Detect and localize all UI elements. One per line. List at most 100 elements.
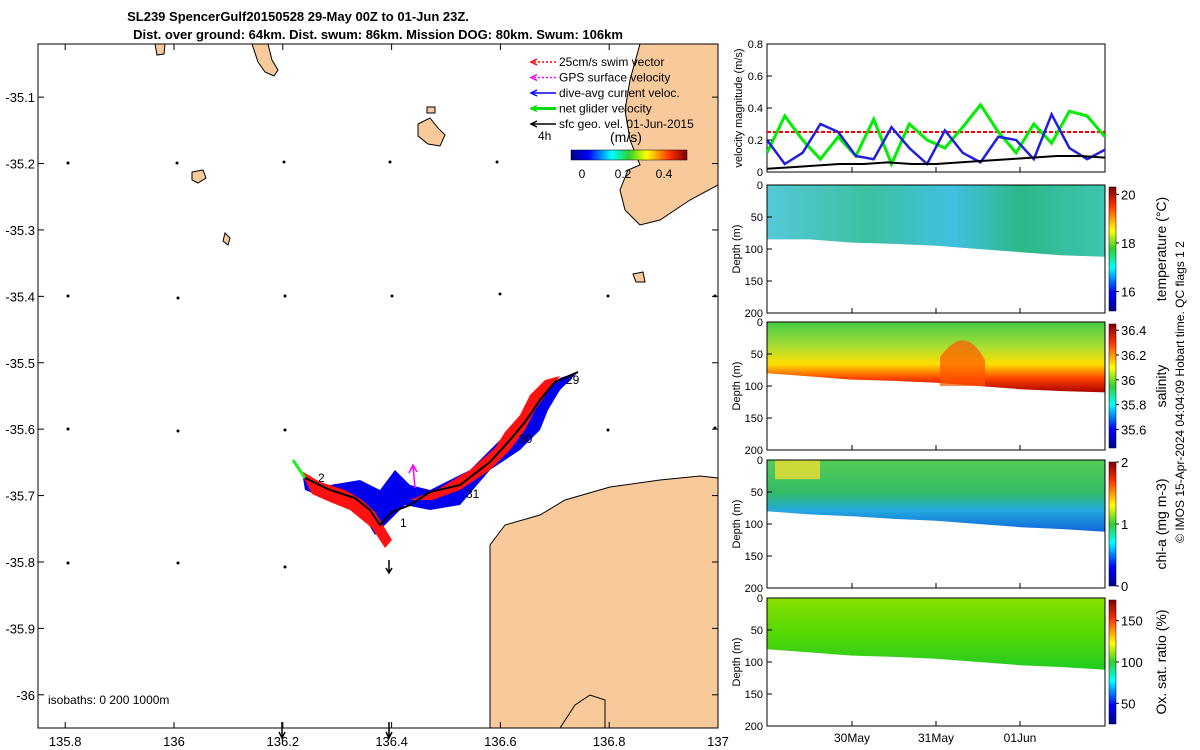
colorbar-tick-0: 0	[579, 167, 586, 181]
map-ytick-label-8: -35.9	[5, 621, 35, 636]
time-tick-30may: 30May	[834, 731, 870, 745]
legend-arrowhead-1	[529, 73, 538, 82]
section-field-chl-a	[767, 460, 1105, 532]
island-5	[426, 106, 436, 114]
velocity-ytick-label-0: 0	[757, 167, 763, 179]
colorbar-tick-label-temperature-0: 16	[1121, 285, 1135, 300]
island-1	[251, 43, 279, 77]
map-legend: 25cm/s swim vector GPS surface velocitydi…	[529, 55, 694, 181]
section-ytick-label-salinity-2: 100	[745, 381, 763, 393]
section-ytick-label-oxygen-2: 100	[745, 657, 763, 669]
section-ytick-label-temperature-2: 100	[745, 244, 763, 256]
section-ylabel-oxygen: Depth (m)	[731, 638, 743, 687]
map-xtick-label-5: 136.8	[593, 734, 626, 749]
map-ytick-label-6: -35.7	[5, 489, 35, 504]
salinity-feature	[940, 340, 985, 386]
section-ytick-label-chl-a-2: 100	[745, 519, 763, 531]
section-ylabel-temperature: Depth (m)	[731, 225, 743, 274]
section-temperature: 0 50 100 150 200 Depth (m) 16 18 20 temperature (…	[731, 180, 1169, 320]
title-line-1: SL239 SpencerGulf20150528 29-May 00Z to …	[127, 9, 469, 24]
island-4	[191, 169, 207, 184]
velocity-panel: 0 0.2 0.4 0.6 0.8 velocity magnitude (m/s)	[733, 39, 1107, 179]
track-label-1: 1	[400, 516, 407, 530]
track-labels: 29 30 31 1 2	[318, 373, 580, 530]
legend-label-3: net glider velocity	[559, 102, 652, 116]
map-ytick-label-7: -35.8	[5, 555, 35, 570]
island-6	[222, 232, 231, 246]
colorbar-chl-a	[1108, 461, 1117, 587]
section-field-temperature	[767, 185, 1105, 257]
track-line	[304, 371, 579, 527]
legend-label-4: sfc geo. vel. 01-Jun-2015	[559, 117, 694, 131]
map-xtick-label-3: 136.4	[375, 734, 408, 749]
velocity-ytick-label-3: 0.6	[748, 71, 763, 83]
section-ytick-label-temperature-1: 50	[751, 212, 763, 224]
island-2	[417, 117, 446, 147]
map-xtick-label-4: 136.6	[484, 734, 517, 749]
section-ytick-label-temperature-3: 150	[745, 276, 763, 288]
section-ytick-label-salinity-4: 200	[745, 445, 763, 457]
map-axes-frame	[37, 43, 719, 729]
map-ytick-label-4: -35.5	[5, 356, 35, 371]
legend-label-2: dive-avg current veloc.	[559, 86, 680, 100]
map-xtick-label-2: 136.2	[267, 734, 300, 749]
map-ytick-label-9: -36	[16, 688, 35, 703]
colorbar-label-oxygen: Ox. sat. ratio (%)	[1153, 609, 1169, 714]
land-peninsula	[619, 43, 719, 226]
map-axis-ticks: 135.8 136 136.2 136.4 136.6 136.8 137 -35.1 -35.…	[5, 44, 729, 749]
map-ytick-label-5: -35.6	[5, 422, 35, 437]
scale-label: 4h	[538, 129, 551, 143]
colorbar-title: (m/s)	[610, 129, 642, 145]
isobaths-label: isobaths: 0 200 1000m	[48, 693, 169, 707]
velocity-series-1	[765, 102, 1107, 168]
section-ytick-label-chl-a-4: 200	[745, 583, 763, 595]
colorbar-tick-label-salinity-2: 36	[1121, 373, 1135, 388]
colorbar-tick-label-chl-a-1: 1	[1121, 517, 1128, 532]
colorbar-label-salinity: salinity	[1153, 365, 1169, 408]
colorbar-tick-label-oxygen-1: 100	[1121, 655, 1143, 670]
section-oxygen: 0 50 100 150 200 Depth (m) 50 100 150 Ox. sat. ra…	[731, 593, 1169, 733]
map-xtick-label-6: 137	[707, 734, 729, 749]
footer-credit: © IMOS 15-Apr-2024 04:04:09 Hobart time.…	[1173, 241, 1187, 543]
section-ytick-label-oxygen-4: 200	[745, 721, 763, 733]
colorbar-temperature	[1108, 186, 1117, 312]
track-label-31: 31	[466, 487, 480, 501]
section-ytick-label-chl-a-3: 150	[745, 551, 763, 563]
track-label-30: 30	[519, 432, 533, 446]
velocity-ylabel: velocity magnitude (m/s)	[733, 48, 745, 167]
map-panel: 29 30 31 1 2 25cm/s swim vector GPS surfa…	[5, 43, 729, 749]
map-ytick-label-0: -35.1	[5, 90, 35, 105]
time-tick-01jun: 01Jun	[1004, 731, 1037, 745]
map-ytick-label-1: -35.2	[5, 157, 35, 172]
colorbar-tick-label-oxygen-0: 50	[1121, 696, 1135, 711]
colorbar-tick-2: 0.4	[656, 167, 673, 181]
legend-arrowhead-2	[529, 89, 538, 97]
section-ytick-label-chl-a-1: 50	[751, 487, 763, 499]
track-blue-swath	[303, 372, 578, 535]
map-xtick-label-0: 135.8	[49, 734, 82, 749]
map-ytick-label-2: -35.3	[5, 223, 35, 238]
legend-label-1: GPS surface velocity	[559, 71, 670, 85]
section-ylabel-chl-a: Depth (m)	[731, 500, 743, 549]
velocity-series-2	[765, 111, 1106, 166]
section-ytick-label-chl-a-0: 0	[757, 455, 763, 467]
section-ytick-label-temperature-4: 200	[745, 308, 763, 320]
gps-surface-arrow	[408, 463, 418, 489]
section-field-oxygen	[767, 598, 1105, 670]
time-tick-31may: 31May	[918, 731, 954, 745]
map-xtick-label-1: 136	[163, 734, 185, 749]
section-ylabel-salinity: Depth (m)	[731, 362, 743, 411]
section-ytick-label-salinity-1: 50	[751, 349, 763, 361]
island-3	[154, 43, 166, 56]
track-label-2: 2	[318, 471, 325, 485]
chla-surface-patch	[775, 460, 820, 480]
legend-arrowhead-0	[529, 58, 538, 66]
section-salinity: 0 50 100 150 200 Depth (m) 35.6 35.8 36 36.2 36.4 s…	[731, 317, 1169, 457]
legend-arrowhead-4	[529, 120, 538, 128]
section-ytick-label-temperature-0: 0	[757, 180, 763, 192]
colorbar-tick-label-salinity-1: 35.8	[1121, 398, 1146, 413]
colorbar-tick-label-salinity-4: 36.4	[1121, 323, 1146, 338]
track-green-segment	[291, 459, 307, 479]
